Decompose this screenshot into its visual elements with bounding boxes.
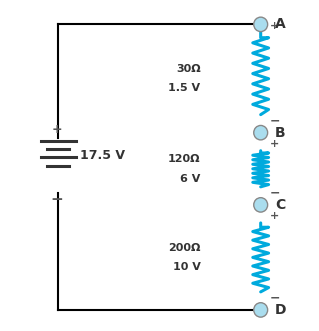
Text: 17.5 V: 17.5 V	[80, 149, 125, 162]
Text: D: D	[275, 303, 286, 317]
Text: +: +	[270, 21, 279, 31]
Text: −: −	[270, 115, 281, 128]
Text: +: +	[270, 139, 279, 149]
Text: 120Ω: 120Ω	[168, 154, 201, 164]
Text: 30Ω: 30Ω	[176, 64, 201, 74]
Circle shape	[254, 125, 268, 140]
Text: 10 V: 10 V	[173, 262, 201, 272]
Text: 1.5 V: 1.5 V	[168, 83, 201, 93]
Circle shape	[254, 198, 268, 212]
Circle shape	[254, 17, 268, 31]
Text: −: −	[270, 292, 281, 305]
Text: +: +	[51, 123, 62, 136]
Text: +: +	[270, 212, 279, 221]
Text: 200Ω: 200Ω	[168, 243, 201, 253]
Text: −: −	[270, 187, 281, 200]
Text: A: A	[275, 17, 286, 31]
Text: −: −	[50, 192, 63, 208]
Text: 6 V: 6 V	[180, 174, 201, 184]
Text: C: C	[275, 198, 285, 212]
Circle shape	[254, 303, 268, 317]
Text: B: B	[275, 126, 286, 140]
